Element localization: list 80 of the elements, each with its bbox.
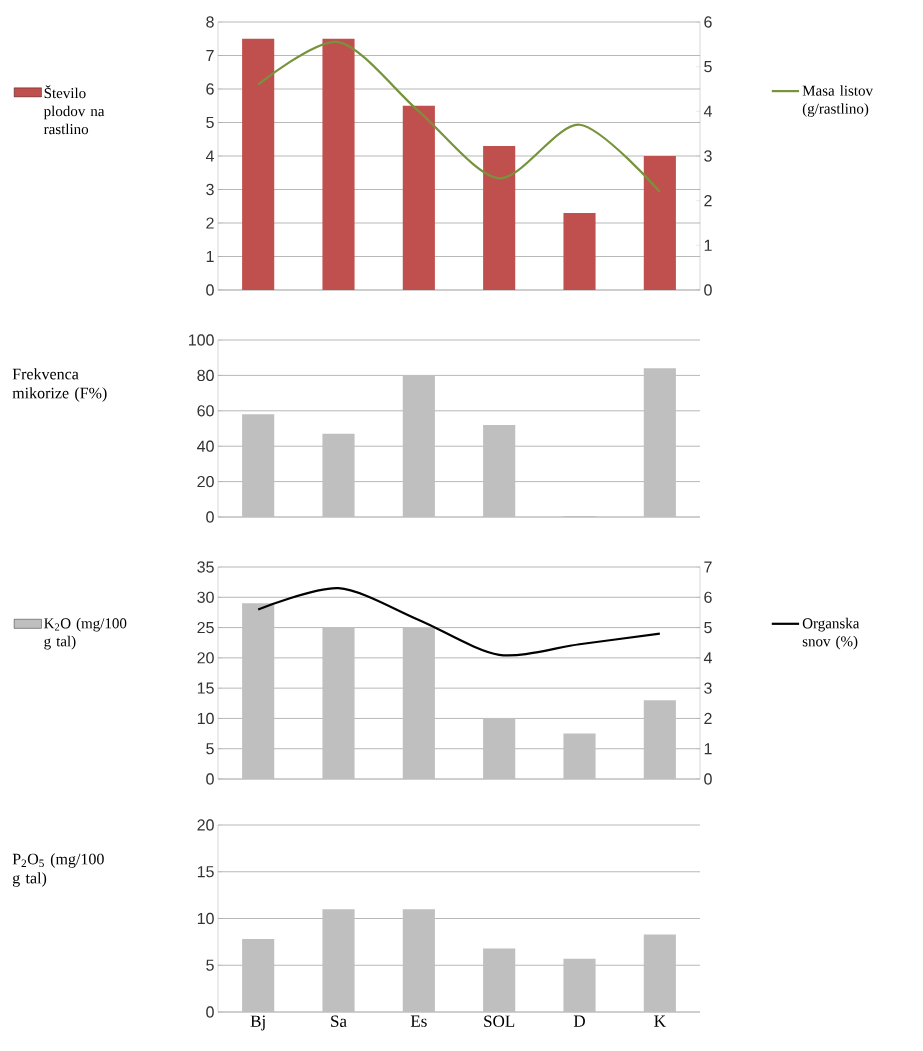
bar bbox=[402, 105, 435, 290]
y-tick-label: 5 bbox=[206, 743, 214, 755]
bar bbox=[643, 934, 676, 1013]
y-tick-label: 8 bbox=[206, 16, 214, 28]
bar bbox=[563, 733, 596, 780]
y2-tick-label: 5 bbox=[704, 621, 712, 634]
line-series bbox=[257, 587, 661, 657]
bar bbox=[643, 700, 676, 780]
y-tick-label: 40 bbox=[197, 440, 214, 452]
bar bbox=[563, 958, 596, 1013]
y2-tick-label: 0 bbox=[704, 773, 712, 785]
bar bbox=[242, 939, 275, 1013]
bar bbox=[402, 375, 435, 517]
y-tick-label: 20 bbox=[197, 475, 214, 488]
y-tick-label: 0 bbox=[206, 511, 214, 523]
y2-tick-label: 2 bbox=[704, 712, 712, 725]
y-tick-label: 0 bbox=[206, 284, 214, 296]
bar bbox=[402, 909, 435, 1013]
y2-tick-label: 2 bbox=[704, 195, 712, 207]
y-tick-label: 5 bbox=[206, 116, 214, 129]
x-tick-label: Sa bbox=[331, 1015, 347, 1027]
bar bbox=[483, 145, 516, 290]
y2-tick-label: 4 bbox=[703, 105, 712, 117]
bar bbox=[322, 433, 355, 517]
legend-label: Število plodov na rastlino bbox=[43, 85, 105, 135]
bar bbox=[242, 38, 275, 290]
bar bbox=[242, 603, 275, 780]
y-tick-label: 10 bbox=[197, 912, 214, 925]
y-axis-title: P$_{2}$O$_{5}$ (mg/100 g tal) bbox=[12, 853, 104, 887]
y2-tick-label: 3 bbox=[704, 682, 712, 694]
bar bbox=[483, 948, 516, 1013]
y-tick-label: 15 bbox=[197, 866, 214, 878]
y-tick-label: 100 bbox=[189, 334, 214, 346]
bar bbox=[322, 909, 355, 1013]
y2-tick-label: 3 bbox=[704, 150, 712, 162]
y2-tick-label: 1 bbox=[704, 743, 712, 755]
y2-tick-label: 4 bbox=[703, 652, 712, 664]
x-tick-label: K bbox=[654, 1015, 666, 1027]
y-tick-label: 1 bbox=[206, 250, 214, 262]
y-tick-label: 25 bbox=[197, 621, 214, 634]
y2-tick-label: 6 bbox=[704, 591, 712, 603]
y-tick-label: 15 bbox=[197, 682, 214, 694]
bar bbox=[322, 38, 355, 290]
bar bbox=[483, 424, 516, 517]
y2-tick-label: 7 bbox=[704, 561, 712, 573]
bar bbox=[322, 627, 355, 780]
bar bbox=[402, 627, 435, 780]
y2-tick-label: 6 bbox=[704, 16, 712, 28]
x-tick-label: Bj bbox=[250, 1015, 265, 1031]
y-tick-label: 3 bbox=[206, 183, 214, 196]
line-series bbox=[257, 41, 661, 193]
y-tick-label: 7 bbox=[206, 49, 214, 61]
y-tick-label: 20 bbox=[197, 819, 214, 831]
x-tick-label: Es bbox=[410, 1015, 427, 1027]
y-tick-label: 6 bbox=[206, 83, 214, 95]
bar bbox=[643, 368, 676, 517]
y-tick-label: 0 bbox=[206, 1006, 214, 1018]
y-tick-label: 35 bbox=[197, 561, 214, 573]
bar bbox=[643, 156, 676, 290]
x-tick-label: D bbox=[573, 1015, 585, 1027]
y-tick-label: 4 bbox=[205, 150, 214, 162]
y2-tick-label: 1 bbox=[704, 239, 712, 251]
y-tick-label: 10 bbox=[197, 712, 214, 725]
y-tick-label: 80 bbox=[197, 369, 214, 382]
y-tick-label: 30 bbox=[197, 591, 214, 603]
y-tick-label: 60 bbox=[197, 405, 214, 417]
bar bbox=[483, 718, 516, 780]
legend-label: K$_{2}$O (mg/100 g tal) bbox=[44, 617, 127, 650]
y-tick-label: 2 bbox=[206, 217, 214, 229]
y-tick-label: 0 bbox=[206, 773, 214, 785]
y-tick-label: 20 bbox=[197, 652, 214, 664]
bar bbox=[242, 414, 275, 517]
y-axis-title: Frekvenca mikorize (F%) bbox=[12, 368, 107, 402]
x-tick-label: SOL bbox=[484, 1015, 515, 1027]
legend-label: Masa listov (g/rastlino) bbox=[802, 85, 874, 117]
y-tick-label: 5 bbox=[206, 959, 214, 971]
bar bbox=[563, 212, 596, 290]
y2-tick-label: 0 bbox=[704, 284, 712, 296]
legend-label: Organska snov (%) bbox=[802, 617, 860, 650]
y2-tick-label: 5 bbox=[704, 61, 712, 73]
